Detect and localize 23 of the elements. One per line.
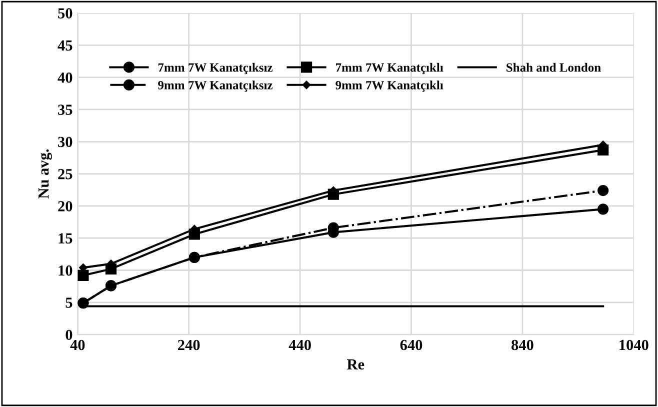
legend-label: 7mm 7W Kanatçıklı: [336, 62, 444, 74]
y-tick-label: 10: [58, 265, 72, 276]
y-tick-label: 20: [58, 201, 72, 212]
x-tick-label: 640: [400, 340, 422, 350]
y-tick-label: 5: [66, 298, 72, 308]
legend-label: 9mm 7W Kanatçıksız: [158, 80, 272, 92]
y-tick-label: 45: [58, 40, 72, 51]
x-tick-label: 440: [288, 340, 311, 350]
y-tick-label: 40: [58, 72, 72, 83]
y-axis-title: Nu avg.: [38, 149, 52, 199]
legend-label: 7mm 7W Kanatçıksız: [158, 62, 272, 74]
legend-label: Shah and London: [506, 62, 601, 72]
y-tick-label: 35: [58, 104, 72, 115]
y-tick-label: 15: [58, 233, 72, 244]
x-tick-label: 240: [178, 340, 200, 350]
y-tick-label: 0: [66, 330, 72, 340]
legend-label: 9mm 7W Kanatçıklı: [336, 80, 444, 92]
y-tick-label: 30: [58, 136, 72, 148]
y-tick-label: 50: [58, 8, 72, 18]
x-tick-label: 840: [512, 340, 534, 350]
x-tick-label: 1040: [620, 340, 648, 350]
y-tick-label: 25: [58, 168, 72, 180]
x-axis-title: Re: [347, 359, 364, 370]
